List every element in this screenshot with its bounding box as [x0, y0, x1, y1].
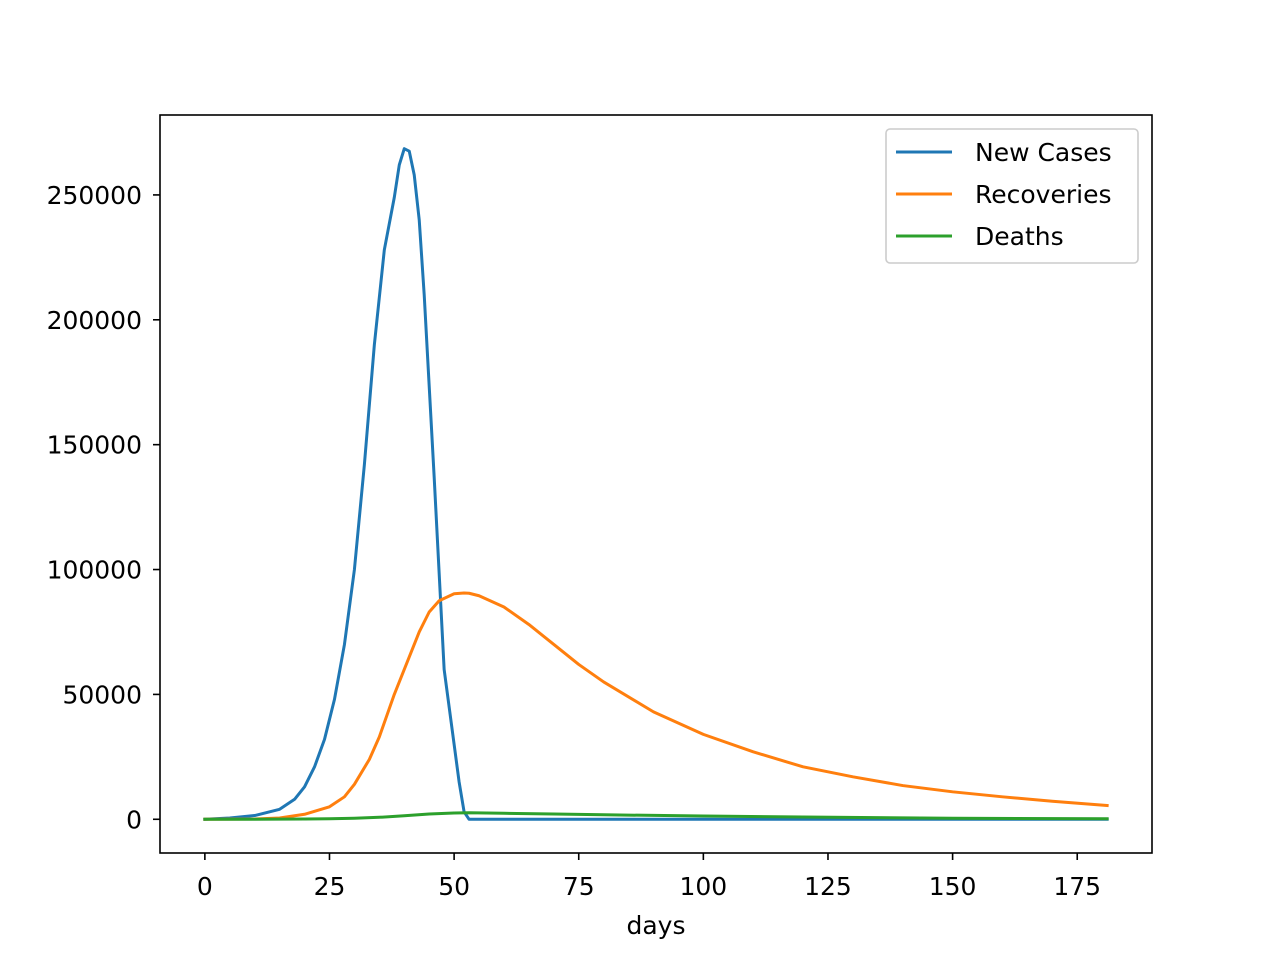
y-tick-label: 200000	[47, 306, 142, 335]
x-tick-label: 175	[1053, 872, 1101, 901]
ticks-layer: 0 25 50 75 100 125 150 175 0 50000 100000 150000 200…	[47, 181, 1102, 901]
y-tick-label: 50000	[62, 680, 142, 709]
x-tick-label: 100	[679, 872, 727, 901]
axes-frame	[159, 114, 1153, 854]
x-tick-label: 50	[438, 872, 470, 901]
legend: New Cases Recoveries Deaths	[885, 128, 1139, 264]
x-tick-label: 75	[563, 872, 595, 901]
y-tick-label: 150000	[47, 431, 142, 460]
series-line-2	[203, 811, 1109, 821]
legend-label-0: New Cases	[975, 138, 1112, 167]
x-tick-label: 0	[197, 872, 213, 901]
x-axis-label: days	[626, 911, 685, 940]
legend-box	[885, 128, 1139, 264]
x-tick-label: 150	[929, 872, 977, 901]
y-tick-label: 0	[126, 805, 142, 834]
series-line-0	[203, 147, 1109, 821]
legend-label-2: Deaths	[975, 222, 1064, 251]
x-tick-label: 25	[314, 872, 346, 901]
series-layer	[203, 147, 1109, 821]
legend-label-1: Recoveries	[975, 180, 1111, 209]
y-tick-label: 250000	[47, 181, 142, 210]
x-tick-label: 125	[804, 872, 852, 901]
series-line-1	[203, 591, 1109, 821]
y-tick-label: 100000	[47, 556, 142, 585]
